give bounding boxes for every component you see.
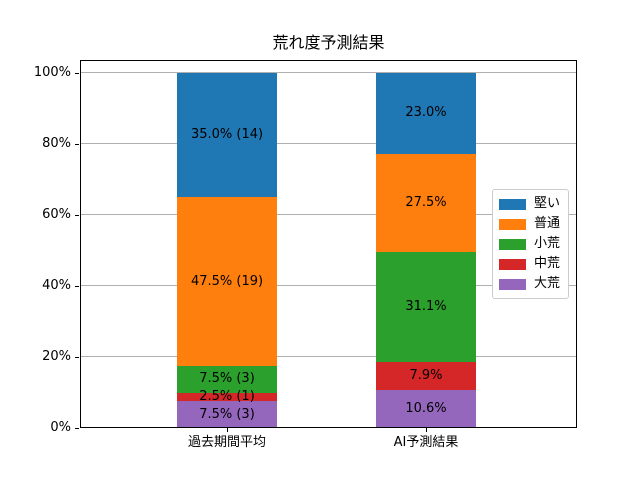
x-tick-label: 過去期間平均 [187,435,266,450]
bar-segment-大荒 [177,401,277,428]
y-tick-mark [75,357,79,358]
bar-segment-中荒 [177,392,277,402]
legend-label: 中荒 [534,256,561,271]
legend-label: 普通 [534,216,561,231]
bar-segment-小荒 [376,251,476,363]
y-tick-mark [75,286,79,287]
y-tick-mark [75,428,79,429]
legend-swatch-大荒 [499,278,526,290]
bar-segment-label: 31.1% [405,299,447,314]
x-tick-mark [426,428,427,432]
y-tick-label: 40% [42,278,71,293]
bar-segment-label: 7.5% (3) [199,407,255,422]
bar-segment-label: 2.5% (1) [199,389,255,404]
x-tick-mark [227,428,228,432]
bar-segment-label: 23.0% [405,105,447,120]
y-tick-mark [75,144,79,145]
bar-segment-label: 7.5% (3) [199,371,255,386]
bar-segment-label: 7.9% [409,368,443,383]
legend-item-普通: 普通 [499,214,562,234]
legend-swatch-中荒 [499,258,526,270]
bar-segment-label: 27.5% [405,195,447,210]
bar-segment-label: 10.6% [405,401,447,416]
bar-segment-中荒 [376,362,476,391]
y-tick-label: 100% [33,65,71,80]
bar-segment-普通 [177,197,277,366]
legend-item-中荒: 中荒 [499,254,562,274]
bar-segment-堅い [376,72,476,155]
legend-label: 小荒 [534,236,561,251]
bar-segment-label: 47.5% (19) [190,274,264,289]
x-tick-label: AI予測結果 [393,435,459,450]
legend-label: 堅い [534,196,561,211]
gridline [80,285,577,286]
plot-area: 7.5% (3) 2.5% (1) 7.5% (3) 47.5% (19) 35.0% … [80,60,577,428]
y-tick-label: 60% [42,207,71,222]
gridline [80,214,577,215]
chart-title: 荒れ度予測結果 [272,33,385,52]
legend-item-小荒: 小荒 [499,234,562,254]
bar-segment-普通 [376,154,476,252]
legend-swatch-普通 [499,218,526,230]
legend: 堅い普通小荒中荒大荒 [492,189,569,299]
y-tick-mark [75,73,79,74]
y-tick-label: 80% [42,136,71,151]
y-tick-mark [75,215,79,216]
y-tick-label: 0% [50,420,71,435]
gridline [80,72,577,73]
y-tick-label: 20% [42,349,71,364]
bar-segment-堅い [177,73,277,198]
bar-segment-小荒 [177,365,277,393]
legend-label: 大荒 [534,276,561,291]
gridline [80,356,577,357]
bar-segment-label: 35.0% (14) [190,127,264,142]
bar-segment-大荒 [376,390,476,428]
legend-swatch-小荒 [499,238,526,250]
legend-swatch-堅い [499,198,526,210]
legend-item-大荒: 大荒 [499,274,562,294]
legend-item-堅い: 堅い [499,194,562,214]
gridline [80,143,577,144]
